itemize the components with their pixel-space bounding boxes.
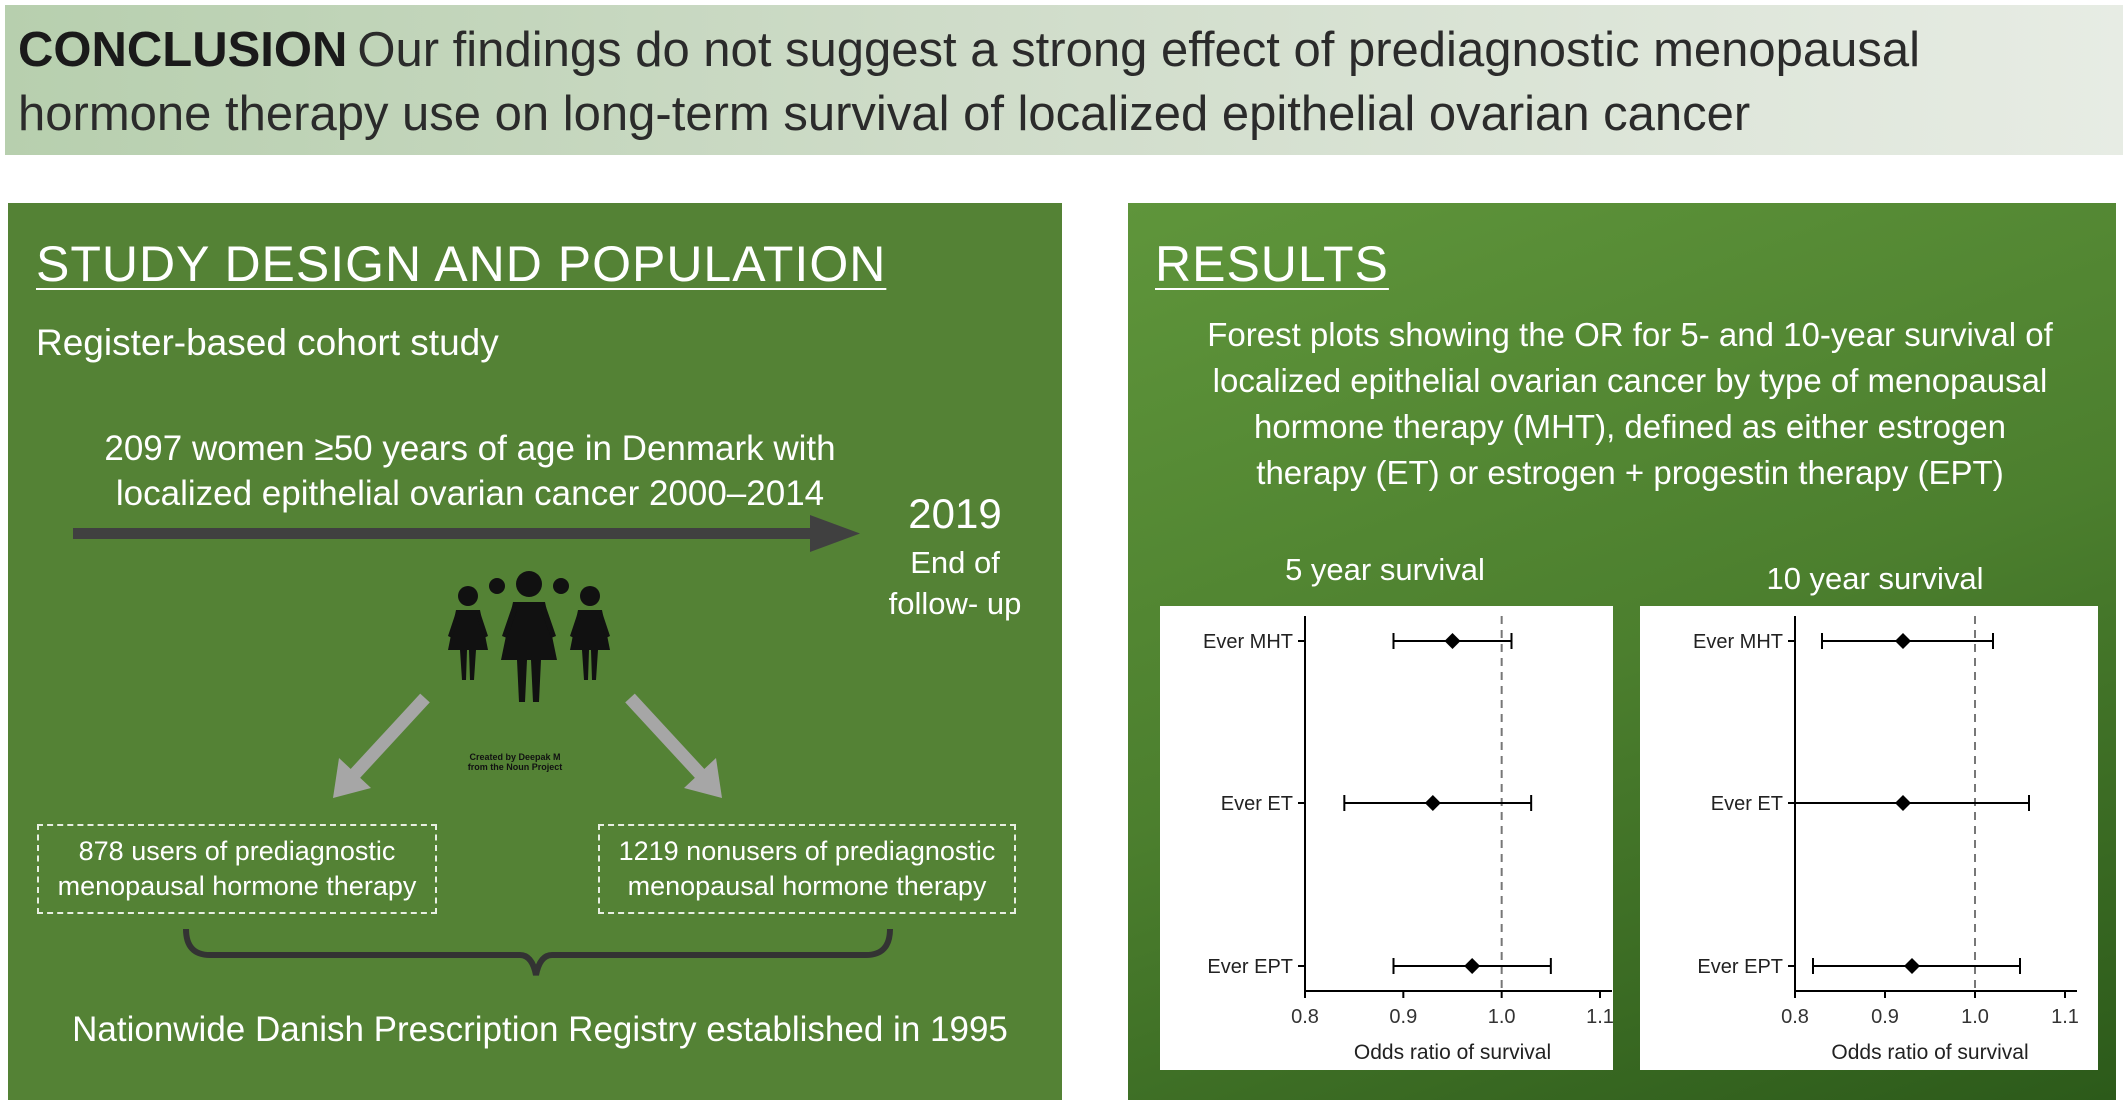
estimate-point [1464,958,1481,974]
population-line-2: localized epithelial ovarian cancer 2000… [115,474,825,513]
arrow-to-nonusers-head [684,758,722,798]
x-tick-label: 0.8 [1291,1006,1319,1028]
results-heading: RESULTS [1155,236,1389,292]
users-box: 878 users of prediagnostic menopausal ho… [37,824,437,914]
category-label: Ever MHT [1203,631,1293,653]
forest-plot-5yr: 0.8 0.9 1.0 1.1 Odds ratio of survival Ever M… [1203,616,1613,1064]
x-axis-label: Odds ratio of survival [1354,1041,1551,1064]
woman-left-icon [448,586,488,680]
results-description-line-2: localized epithelial ovarian cancer by t… [1212,362,2048,399]
estimate-point [1424,795,1441,811]
grouping-brace-path [183,928,893,976]
category-label: Ever ET [1711,793,1783,815]
population-line-1: 2097 women ≥50 years of age in Denmark w… [104,429,836,468]
study-design-heading: STUDY DESIGN AND POPULATION [36,236,887,292]
results-description-line-3: hormone therapy (MHT), defined as either… [1253,408,2007,445]
x-tick-label: 1.1 [1586,1006,1613,1028]
results-description-line-1: Forest plots showing the OR for 5- and 1… [1207,316,2053,353]
conclusion-text: Our findings do not suggest a strong eff… [18,23,1921,141]
x-axis-label: Odds ratio of survival [1831,1041,2028,1064]
nonusers-box: 1219 nonusers of prediagnostic menopausa… [598,824,1016,914]
estimate-point [1895,795,1911,811]
results-description-line-4: therapy (ET) or estrogen + progestin the… [1256,454,2004,491]
forest-plot-10yr: 0.8 0.9 1.0 1.1 Odds ratio of survival Ever M… [1693,616,2079,1064]
x-tick-label: 0.9 [1389,1006,1417,1028]
category-label: Ever EPT [1697,956,1783,978]
plot-10yr-background [1640,606,2098,1070]
arrow-to-users-shaft [348,693,430,781]
end-year: 2019 [908,490,1002,537]
plot-5yr-title: 5 year survival [1285,552,1485,587]
arrow-to-nonusers [625,693,722,798]
results-description: Forest plots showing the OR for 5- and 1… [1170,312,2090,496]
category-label: Ever EPT [1207,956,1293,978]
x-tick-label: 0.8 [1781,1006,1809,1028]
small-dot-icon [553,578,569,594]
conclusion-text-block: CONCLUSION Our findings do not suggest a … [18,18,2098,146]
icon-credit-line-2: from the Noun Project [467,762,563,772]
x-tick-label: 1.0 [1961,1006,1989,1028]
nonusers-line-1: 1219 nonusers of prediagnostic [618,836,996,866]
users-line-2: menopausal hormone therapy [57,871,417,901]
x-tick-label: 1.1 [2051,1006,2079,1028]
icon-credit: Created by Deepak M from the Noun Projec… [400,752,630,772]
estimate-point [1895,633,1911,649]
grouping-brace [183,928,893,976]
timeline-arrow-head [810,515,860,552]
plot-10yr-title: 10 year survival [1766,561,1984,596]
category-label: Ever ET [1221,793,1293,815]
small-dot-icon [489,578,505,594]
timeline-arrow [73,515,860,552]
users-line-1: 878 users of prediagnostic [78,836,396,866]
category-label: Ever MHT [1693,631,1783,653]
arrow-to-users [333,693,430,798]
woman-right-icon [570,586,610,680]
plot-5yr-background [1160,606,1613,1070]
icon-credit-line-1: Created by Deepak M [469,752,561,762]
population-description: 2097 women ≥50 years of age in Denmark w… [60,426,880,516]
x-tick-label: 1.0 [1488,1006,1516,1028]
end-label-line-2: follow- up [888,586,1022,621]
conclusion-label: CONCLUSION [18,23,348,77]
conclusion-banner [5,5,2123,155]
x-tick-label: 0.9 [1871,1006,1899,1028]
arrow-to-users-head [333,758,371,798]
end-follow-up-label: End of follow- up [860,542,1050,624]
nonusers-line-2: menopausal hormone therapy [627,871,987,901]
timeline-arrow-shaft [73,528,813,539]
woman-center-icon [501,571,557,702]
women-group-icon [448,571,610,702]
estimate-point [1904,958,1920,974]
estimate-point [1444,633,1461,649]
study-type-subheading: Register-based cohort study [36,322,499,363]
arrow-to-nonusers-shaft [625,693,707,781]
end-label-line-1: End of [910,545,1000,580]
registry-text: Nationwide Danish Prescription Registry … [72,1010,1008,1049]
